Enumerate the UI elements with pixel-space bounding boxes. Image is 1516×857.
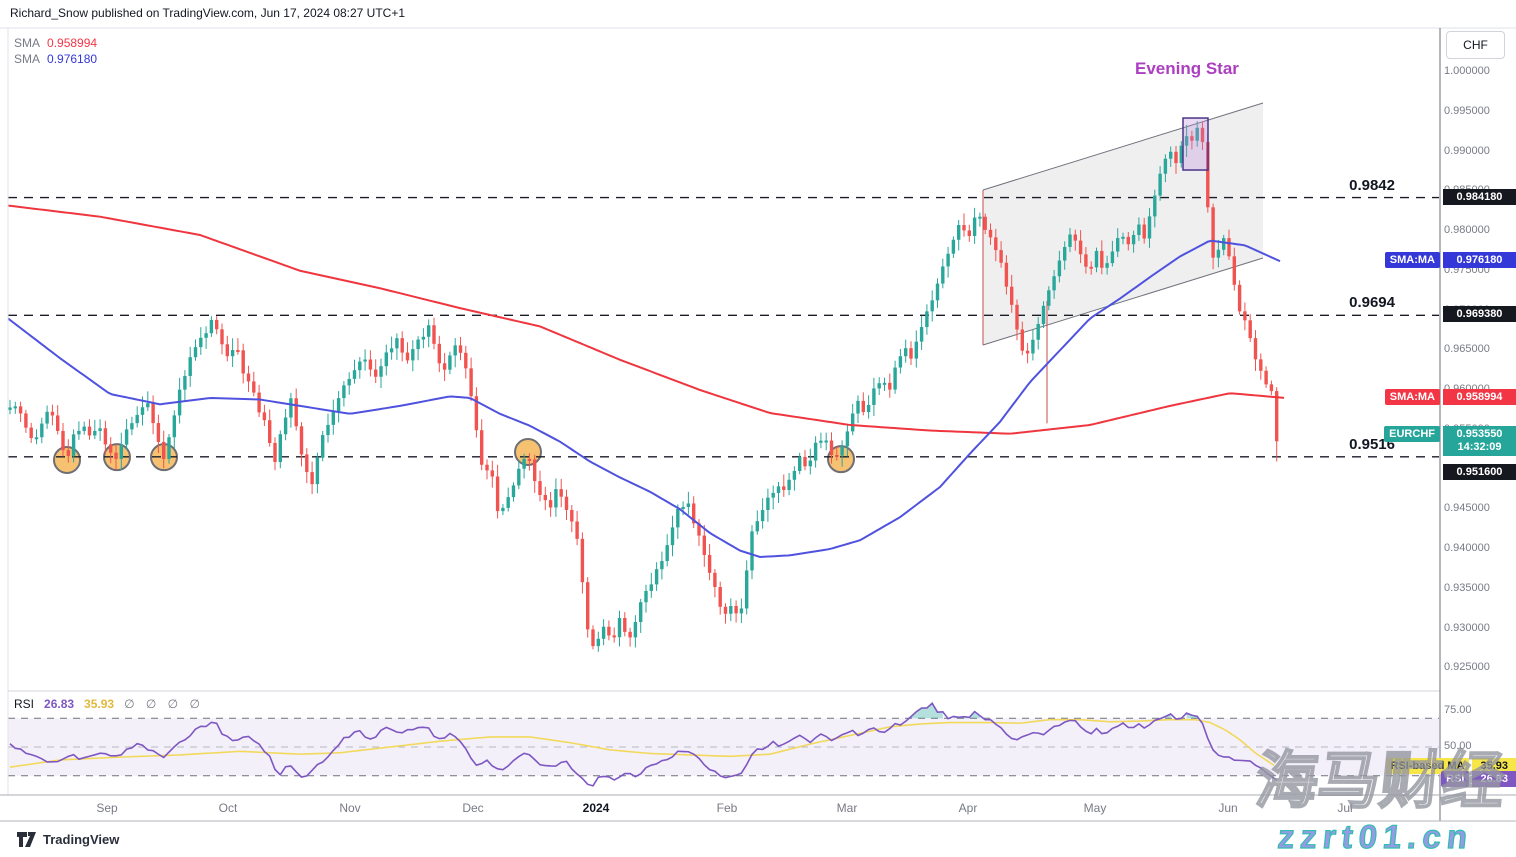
ascending-channel[interactable] xyxy=(983,103,1263,346)
time-tick-label: Nov xyxy=(339,801,361,815)
time-tick-label: Dec xyxy=(462,801,484,815)
evening-star-box[interactable] xyxy=(1182,117,1209,171)
publish-byline: Richard_Snow published on TradingView.co… xyxy=(10,6,406,20)
sma-slow-label: SMA xyxy=(14,36,41,50)
time-tick-label: Oct xyxy=(218,801,238,815)
badge-value: 0.958994 xyxy=(1443,388,1516,405)
rsi-empty-slots: ∅ ∅ ∅ ∅ xyxy=(124,697,204,711)
price-badge-0951600: 0.951600 xyxy=(1280,464,1516,480)
sma-fast-line[interactable] xyxy=(8,239,1281,558)
sma-fast-value: 0.976180 xyxy=(47,52,98,66)
badge-value: 0.984180 xyxy=(1443,188,1516,205)
tradingview-logo[interactable]: TradingView xyxy=(16,831,119,848)
rsi-legend[interactable]: RSI 26.83 35.93 ∅ ∅ ∅ ∅ xyxy=(14,697,204,711)
level-price-text[interactable]: 0.9694 xyxy=(1349,294,1395,312)
main-pane[interactable] xyxy=(8,102,1440,652)
level-price-text[interactable]: 0.9516 xyxy=(1349,435,1395,453)
tradingview-logo-text: TradingView xyxy=(43,832,120,847)
price-tick-label: 0.940000 xyxy=(1444,542,1490,554)
candles-layer xyxy=(8,121,1279,652)
price-tick-label: 0.925000 xyxy=(1444,661,1490,674)
rsi-ma-value: 35.93 xyxy=(84,697,115,711)
rsi-pane[interactable] xyxy=(8,702,1440,787)
sma-slow-line[interactable] xyxy=(8,204,1285,435)
price-tick-label: 0.980000 xyxy=(1444,224,1490,236)
price-tick-label: 0.935000 xyxy=(1444,581,1490,594)
rsi-value-badge: RSI 26.83 xyxy=(1280,771,1516,788)
time-tick-label: Feb xyxy=(716,801,738,815)
last-price-badge: 0.953550 14:32:09 xyxy=(1443,426,1516,457)
rsi-tag: RSI xyxy=(1441,771,1470,788)
watermark-chinese: 海马财经 xyxy=(1251,746,1508,817)
time-tick-label: Jul xyxy=(1337,801,1353,815)
price-badge-0969380: 0.969380 xyxy=(1280,306,1516,323)
rsi-value: 26.83 xyxy=(44,697,75,711)
time-tick-label: 2024 xyxy=(582,801,610,815)
tradingview-logo-icon xyxy=(17,832,36,847)
sma-fast-label: SMA xyxy=(14,52,41,66)
sma-fast-tag: SMA:MA xyxy=(1384,252,1440,269)
currency-button[interactable]: CHF xyxy=(1446,31,1505,59)
sma-slow-value: 0.958994 xyxy=(47,36,98,50)
price-badge-0984180: 0.984180 xyxy=(1280,188,1516,205)
badge-value: 26.83 xyxy=(1472,771,1516,788)
time-tick-label: Sep xyxy=(96,801,118,815)
price-tick-label: 0.930000 xyxy=(1444,621,1490,634)
rsi-ma-line[interactable] xyxy=(9,718,1275,768)
rsi-ma-tag: RSI-based MA xyxy=(1385,758,1470,775)
price-tick-label: 0.965000 xyxy=(1444,343,1490,356)
badge-value: 0.976180 xyxy=(1443,252,1516,269)
price-badge-sma-fast: SMA:MA 0.976180 xyxy=(1280,252,1516,269)
price-tick-label: 0.945000 xyxy=(1444,502,1490,515)
time-tick-label: May xyxy=(1083,801,1107,815)
watermark-url: zzrt01.cn xyxy=(1276,817,1476,855)
rsi-tick-label: 50.00 xyxy=(1444,740,1472,752)
price-tick-label: 1.000000 xyxy=(1444,65,1490,77)
price-tick-label: 0.990000 xyxy=(1444,144,1490,157)
badge-value: 0.969380 xyxy=(1443,306,1516,323)
price-tick-label: 0.995000 xyxy=(1444,104,1490,117)
rsi-tick-label: 75.00 xyxy=(1444,704,1472,716)
sma-slow-tag: SMA:MA xyxy=(1384,388,1440,405)
symbol-tag: EURCHF xyxy=(1384,426,1440,443)
level-price-text[interactable]: 0.9842 xyxy=(1349,176,1395,194)
price-badge-sma-slow: SMA:MA 0.958994 xyxy=(1280,388,1516,405)
rsi-ma-badge: RSI-based MA 35.93 xyxy=(1280,758,1516,775)
legend-sma-fast[interactable]: SMA 0.976180 xyxy=(14,52,97,66)
countdown-timer: 14:32:09 xyxy=(1457,441,1502,454)
rsi-label: RSI xyxy=(14,697,35,711)
legend-sma-slow[interactable]: SMA 0.958994 xyxy=(14,36,97,50)
badge-value: 0.951600 xyxy=(1443,464,1516,480)
time-tick-label: Apr xyxy=(958,801,978,815)
evening-star-annotation[interactable]: Evening Star xyxy=(1135,59,1239,78)
time-tick-label: Mar xyxy=(836,801,858,815)
rsi-line[interactable] xyxy=(9,702,1278,787)
time-tick-label: Jun xyxy=(1218,801,1238,815)
badge-value: 35.93 xyxy=(1472,758,1516,775)
last-price: 0.953550 xyxy=(1456,428,1503,441)
price-badge-last: EURCHF 0.953550 14:32:09 xyxy=(1280,426,1516,457)
